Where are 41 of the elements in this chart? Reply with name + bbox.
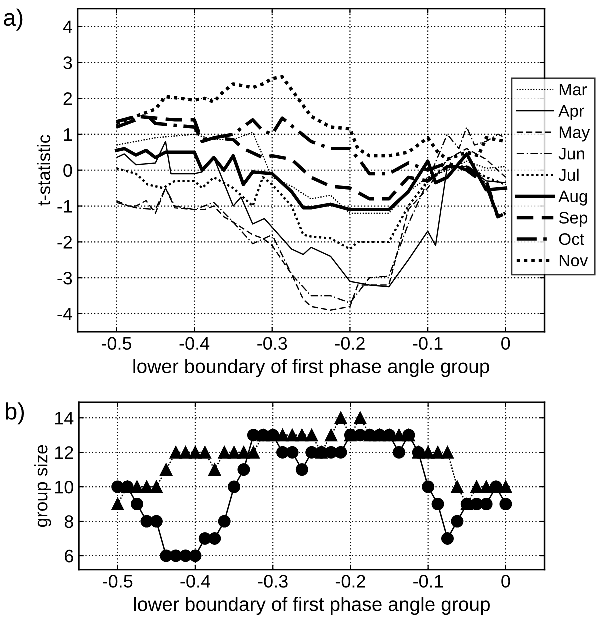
x-tick-label: -0.5 bbox=[102, 337, 132, 350]
y-tick-label: -3 bbox=[58, 272, 72, 285]
y-tick-label: -4 bbox=[58, 308, 72, 320]
y-tick-label: 10 bbox=[55, 480, 74, 494]
x-tick-label: -0.1 bbox=[414, 575, 444, 588]
x-tick-label: -0.4 bbox=[180, 575, 210, 588]
y-axis-title: t-statistic bbox=[37, 135, 51, 206]
y-axis-title: group size bbox=[34, 445, 52, 528]
x-tick-label: -0.2 bbox=[336, 575, 366, 588]
text: a) bbox=[4, 8, 23, 31]
legend-label: Apr bbox=[558, 105, 584, 120]
x-tick-label: -0.1 bbox=[413, 337, 443, 350]
legend-label: Oct bbox=[559, 233, 584, 246]
y-tick-label: 0 bbox=[64, 164, 72, 178]
x-tick-label: -0.3 bbox=[258, 337, 288, 350]
x-tick-label: 0 bbox=[502, 575, 510, 588]
x-axis-title: lower boundary of first phase angle group bbox=[134, 597, 490, 616]
legend-label: Jul bbox=[558, 168, 579, 182]
legend-label: Aug bbox=[558, 190, 588, 206]
x-tick-label: 0 bbox=[502, 337, 510, 350]
text: b) bbox=[6, 402, 24, 425]
x-tick-label: -0.2 bbox=[335, 337, 365, 350]
y-tick-label: 14 bbox=[55, 412, 74, 425]
y-tick-label: 6 bbox=[65, 550, 74, 563]
legend-label: Mar bbox=[560, 84, 588, 96]
legend-label: May bbox=[560, 126, 590, 142]
legend-label: Nov bbox=[560, 255, 588, 267]
x-tick-label: -0.5 bbox=[103, 575, 133, 588]
y-tick-label: 2 bbox=[64, 92, 72, 106]
y-tick-label: -1 bbox=[58, 200, 72, 213]
y-tick-label: 8 bbox=[64, 515, 74, 528]
y-tick-label: -2 bbox=[58, 236, 72, 249]
legend-label: Sep bbox=[559, 212, 588, 228]
legend-label: Jun bbox=[558, 148, 584, 160]
x-tick-label: -0.3 bbox=[258, 575, 288, 588]
y-tick-label: 4 bbox=[63, 20, 72, 34]
y-tick-label: 1 bbox=[64, 128, 72, 142]
y-tick-label: 12 bbox=[55, 446, 74, 460]
y-tick-label: 3 bbox=[64, 56, 72, 70]
x-axis-title: lower boundary of first phase angle group bbox=[134, 359, 490, 378]
x-tick-label: -0.4 bbox=[180, 337, 210, 350]
